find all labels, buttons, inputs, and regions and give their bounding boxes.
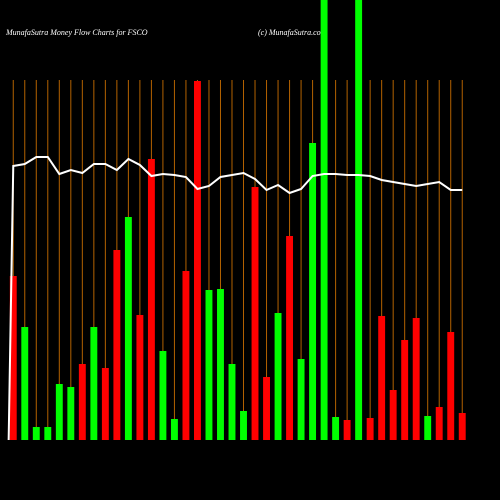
bar: [9, 276, 17, 440]
bar: [366, 418, 374, 440]
bar: [320, 0, 328, 440]
bar: [263, 377, 270, 440]
bar: [205, 290, 213, 440]
bar: [159, 351, 167, 440]
bar: [251, 187, 259, 440]
bar: [355, 0, 363, 440]
bar: [124, 217, 132, 440]
bar: [182, 271, 190, 440]
money-flow-line: [7, 156, 463, 441]
bar: [21, 327, 29, 440]
bar: [447, 332, 455, 440]
chart-subtitle: (c) MunafaSutra.com: [258, 28, 327, 37]
bar: [217, 289, 224, 440]
bar: [32, 427, 40, 440]
bar: [424, 416, 432, 440]
bar: [332, 417, 340, 440]
bar: [412, 318, 420, 440]
bar: [435, 407, 443, 440]
bar: [147, 159, 155, 440]
bar: [194, 81, 201, 440]
bar: [136, 315, 144, 440]
bar: [389, 390, 397, 440]
bar: [240, 411, 247, 440]
bar: [401, 340, 409, 440]
bar: [378, 316, 386, 440]
bar: [309, 143, 317, 440]
bar: [458, 413, 466, 440]
bar: [286, 236, 294, 440]
bar: [67, 387, 75, 440]
bar: [228, 364, 236, 440]
bar: [170, 419, 178, 440]
bar: [297, 359, 305, 440]
bar: [113, 250, 121, 440]
bar: [90, 327, 98, 440]
bar: [78, 364, 86, 440]
bar: [55, 384, 63, 440]
bar: [343, 420, 351, 440]
chart-title: MunafaSutra Money Flow Charts for FSCO: [5, 28, 148, 37]
bar: [44, 427, 52, 440]
bar: [101, 368, 109, 440]
bar: [274, 313, 282, 440]
